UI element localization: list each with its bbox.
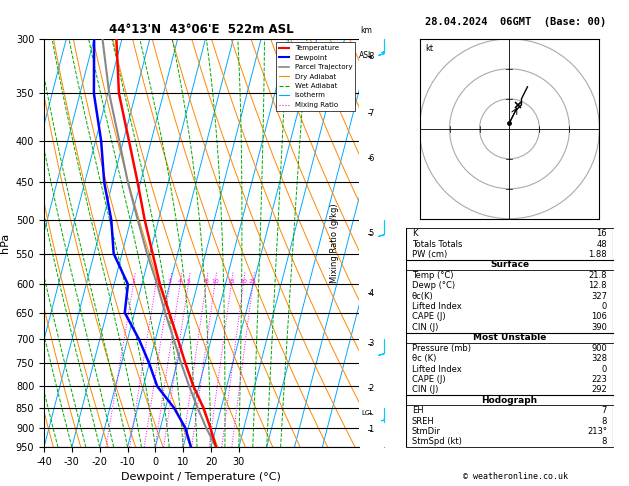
Text: Totals Totals: Totals Totals <box>412 240 462 248</box>
Text: © weatheronline.co.uk: © weatheronline.co.uk <box>464 472 568 481</box>
Text: K: K <box>412 229 418 238</box>
Text: CAPE (J): CAPE (J) <box>412 312 445 321</box>
Text: θᴄ (K): θᴄ (K) <box>412 354 437 363</box>
Text: 8: 8 <box>368 52 374 61</box>
Text: 16: 16 <box>596 229 607 238</box>
Text: 3: 3 <box>168 279 172 284</box>
Text: 21.8: 21.8 <box>589 271 607 280</box>
Text: 1.88: 1.88 <box>588 250 607 259</box>
Text: Mixing Ratio (g/kg): Mixing Ratio (g/kg) <box>330 203 340 283</box>
Text: EH: EH <box>412 406 423 415</box>
Text: 48: 48 <box>596 240 607 248</box>
Text: 8: 8 <box>204 279 208 284</box>
Text: StmSpd (kt): StmSpd (kt) <box>412 437 462 447</box>
Text: 1: 1 <box>131 279 135 284</box>
Text: 6: 6 <box>368 154 374 162</box>
Text: 20: 20 <box>240 279 247 284</box>
Legend: Temperature, Dewpoint, Parcel Trajectory, Dry Adiabat, Wet Adiabat, Isotherm, Mi: Temperature, Dewpoint, Parcel Trajectory… <box>276 42 355 111</box>
Text: 327: 327 <box>591 292 607 301</box>
Text: 900: 900 <box>591 344 607 353</box>
Text: 328: 328 <box>591 354 607 363</box>
Text: 7: 7 <box>602 406 607 415</box>
Text: kt: kt <box>425 44 433 53</box>
Text: 223: 223 <box>591 375 607 384</box>
Text: 15: 15 <box>228 279 235 284</box>
Text: Temp (°C): Temp (°C) <box>412 271 454 280</box>
Text: 28.04.2024  06GMT  (Base: 00): 28.04.2024 06GMT (Base: 00) <box>425 17 606 27</box>
Text: Lifted Index: Lifted Index <box>412 302 462 311</box>
Y-axis label: hPa: hPa <box>0 233 10 253</box>
Text: Lifted Index: Lifted Index <box>412 364 462 374</box>
Text: 3: 3 <box>368 340 374 348</box>
Text: StmDir: StmDir <box>412 427 441 436</box>
Text: 390: 390 <box>591 323 607 332</box>
Text: 5: 5 <box>186 279 190 284</box>
Text: Surface: Surface <box>490 260 529 269</box>
Text: 0: 0 <box>602 364 607 374</box>
Text: LCL: LCL <box>361 410 374 416</box>
Text: Most Unstable: Most Unstable <box>473 333 546 342</box>
Text: 8: 8 <box>602 437 607 447</box>
Text: 106: 106 <box>591 312 607 321</box>
Text: 25: 25 <box>249 279 257 284</box>
Text: 2: 2 <box>154 279 158 284</box>
Text: 10: 10 <box>211 279 219 284</box>
X-axis label: Dewpoint / Temperature (°C): Dewpoint / Temperature (°C) <box>121 472 281 483</box>
Text: 1: 1 <box>368 425 374 434</box>
Text: 213°: 213° <box>587 427 607 436</box>
Text: km: km <box>360 26 372 35</box>
Text: θᴄ(K): θᴄ(K) <box>412 292 433 301</box>
Text: 4: 4 <box>178 279 182 284</box>
Text: ASL: ASL <box>359 51 374 60</box>
Text: PW (cm): PW (cm) <box>412 250 447 259</box>
Text: 292: 292 <box>591 385 607 394</box>
Text: CAPE (J): CAPE (J) <box>412 375 445 384</box>
Text: 0: 0 <box>602 302 607 311</box>
Text: Dewp (°C): Dewp (°C) <box>412 281 455 290</box>
Text: CIN (J): CIN (J) <box>412 385 438 394</box>
Text: 4: 4 <box>368 289 374 297</box>
Title: 44°13'N  43°06'E  522m ASL: 44°13'N 43°06'E 522m ASL <box>109 23 294 36</box>
Text: 7: 7 <box>368 109 374 118</box>
Text: 12.8: 12.8 <box>589 281 607 290</box>
Text: SREH: SREH <box>412 417 435 426</box>
Text: Hodograph: Hodograph <box>481 396 538 405</box>
Text: CIN (J): CIN (J) <box>412 323 438 332</box>
Text: 2: 2 <box>368 384 374 393</box>
Text: 8: 8 <box>602 417 607 426</box>
Text: Pressure (mb): Pressure (mb) <box>412 344 471 353</box>
Text: 5: 5 <box>368 229 374 238</box>
